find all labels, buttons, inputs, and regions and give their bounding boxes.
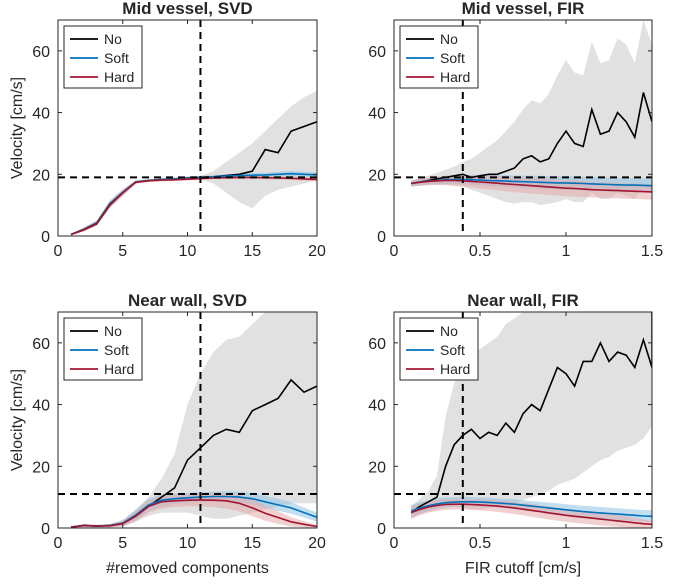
y-axis-label: Velocity [cm/s] xyxy=(9,77,26,179)
chart-title: Near wall, FIR xyxy=(467,291,578,310)
x-axis-label: #removed components xyxy=(106,560,269,577)
y-tick-label: 60 xyxy=(368,336,386,353)
x-tick-label: 0.5 xyxy=(469,535,491,552)
band-no xyxy=(71,312,317,528)
line-hard xyxy=(70,499,317,528)
legend-label: Soft xyxy=(440,342,465,358)
x-tick-label: 1 xyxy=(562,243,571,260)
line-no xyxy=(411,92,652,185)
legend: No Soft Hard xyxy=(399,317,479,381)
band-no xyxy=(411,20,652,206)
y-tick-label: 60 xyxy=(32,336,50,353)
legend: No Soft Hard xyxy=(399,25,479,89)
line-hard xyxy=(411,179,652,193)
legend-label: Soft xyxy=(440,50,465,66)
x-tick-label: 10 xyxy=(179,535,197,552)
legend-label: Hard xyxy=(104,361,134,377)
x-tick-label: 15 xyxy=(243,535,261,552)
plot-area xyxy=(58,312,317,528)
line-no xyxy=(410,312,652,514)
legend: No Soft Hard xyxy=(63,25,143,89)
y-axis-label: Velocity [cm/s] xyxy=(9,369,26,471)
y-tick-label: 20 xyxy=(368,167,386,184)
x-tick-label: 20 xyxy=(308,535,326,552)
y-tick-label: 60 xyxy=(32,44,50,61)
plot-area xyxy=(394,20,652,236)
legend-label: Hard xyxy=(440,361,470,377)
y-tick-label: 20 xyxy=(368,459,386,476)
y-tick-label: 0 xyxy=(377,229,386,246)
legend-label: No xyxy=(440,323,458,339)
y-tick-label: 0 xyxy=(41,521,50,538)
x-tick-label: 0 xyxy=(390,243,399,260)
band-hard xyxy=(411,499,652,528)
y-tick-label: 40 xyxy=(368,106,386,123)
legend-label: No xyxy=(104,31,122,47)
x-axis-label: FIR cutoff [cm/s] xyxy=(465,560,581,577)
line-soft xyxy=(410,500,652,518)
x-tick-label: 15 xyxy=(243,243,261,260)
x-tick-label: 0 xyxy=(390,535,399,552)
band-hard xyxy=(71,493,317,528)
x-tick-label: 20 xyxy=(308,243,326,260)
line-soft xyxy=(411,178,652,187)
y-tick-label: 40 xyxy=(32,398,50,415)
x-tick-label: 5 xyxy=(118,535,127,552)
legend: No Soft Hard xyxy=(63,317,143,381)
y-tick-label: 40 xyxy=(32,106,50,123)
x-tick-label: 0.5 xyxy=(469,243,491,260)
y-tick-label: 20 xyxy=(32,167,50,184)
chart-title: Mid vessel, SVD xyxy=(122,0,252,18)
chart-title: Mid vessel, FIR xyxy=(462,0,585,18)
chart-panel-3: 0 5 10 15 20 0 20 40 60 Near wall, SVD #removed co… xyxy=(9,291,326,577)
legend-label: No xyxy=(104,323,122,339)
axes-box xyxy=(393,311,653,529)
line-hard xyxy=(410,503,652,526)
y-tick-label: 20 xyxy=(32,459,50,476)
y-tick-label: 60 xyxy=(368,44,386,61)
x-tick-label: 0 xyxy=(54,243,63,260)
chart-panel-1: 0 5 10 15 20 0 20 40 60 Mid vessel, SVD Velocity [… xyxy=(9,0,326,260)
band-no xyxy=(71,91,317,236)
chart-title: Near wall, SVD xyxy=(128,291,247,310)
x-tick-label: 1.5 xyxy=(641,243,663,260)
x-tick-label: 10 xyxy=(179,243,197,260)
legend-label: Hard xyxy=(440,69,470,85)
axes-box xyxy=(393,19,653,237)
x-tick-label: 0 xyxy=(54,535,63,552)
y-tick-label: 0 xyxy=(377,521,386,538)
legend-label: Hard xyxy=(104,69,134,85)
x-tick-label: 1 xyxy=(562,535,571,552)
plot-area xyxy=(58,20,317,236)
x-tick-label: 1.5 xyxy=(641,535,663,552)
chart-panel-4: 0 0.5 1 1.5 0 20 40 60 Near wall, FIR FIR cutoff … xyxy=(368,291,663,577)
y-tick-label: 40 xyxy=(368,398,386,415)
legend-label: No xyxy=(440,31,458,47)
legend-label: Soft xyxy=(104,50,129,66)
x-tick-label: 5 xyxy=(118,243,127,260)
legend-label: Soft xyxy=(104,342,129,358)
y-tick-label: 0 xyxy=(41,229,50,246)
